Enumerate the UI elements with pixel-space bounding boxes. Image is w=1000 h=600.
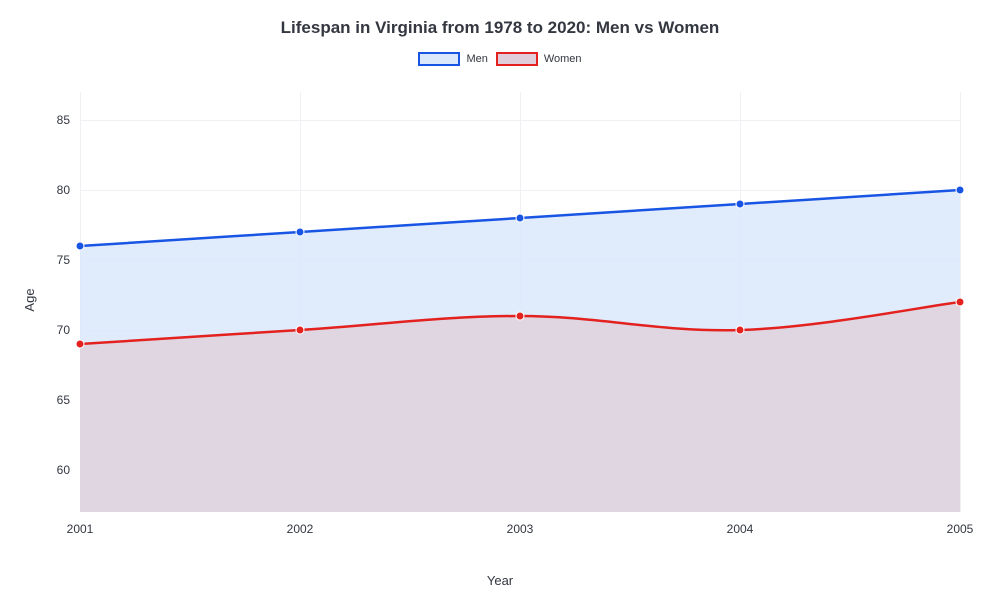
x-tick: 2005 bbox=[947, 512, 974, 536]
data-point[interactable] bbox=[76, 242, 84, 250]
x-tick: 2003 bbox=[507, 512, 534, 536]
x-tick: 2001 bbox=[67, 512, 94, 536]
data-point[interactable] bbox=[736, 200, 744, 208]
y-tick: 80 bbox=[57, 183, 80, 197]
y-tick: 60 bbox=[57, 463, 80, 477]
x-tick: 2002 bbox=[287, 512, 314, 536]
legend-swatch-men bbox=[418, 52, 460, 66]
legend-swatch-women bbox=[496, 52, 538, 66]
data-point[interactable] bbox=[516, 214, 524, 222]
y-tick: 65 bbox=[57, 393, 80, 407]
data-point[interactable] bbox=[76, 340, 84, 348]
y-axis-label: Age bbox=[22, 288, 37, 311]
legend: Men Women bbox=[0, 52, 1000, 66]
x-tick: 2004 bbox=[727, 512, 754, 536]
legend-item-men[interactable]: Men bbox=[418, 52, 487, 66]
legend-label-men: Men bbox=[466, 53, 487, 65]
chart-svg bbox=[80, 92, 960, 512]
chart-title: Lifespan in Virginia from 1978 to 2020: … bbox=[0, 0, 1000, 38]
y-tick: 85 bbox=[57, 113, 80, 127]
x-axis-label: Year bbox=[487, 573, 513, 588]
data-point[interactable] bbox=[296, 326, 304, 334]
data-point[interactable] bbox=[296, 228, 304, 236]
chart-container: Lifespan in Virginia from 1978 to 2020: … bbox=[0, 0, 1000, 600]
legend-label-women: Women bbox=[544, 53, 582, 65]
y-tick: 70 bbox=[57, 323, 80, 337]
data-point[interactable] bbox=[956, 298, 964, 306]
legend-item-women[interactable]: Women bbox=[496, 52, 582, 66]
data-point[interactable] bbox=[736, 326, 744, 334]
y-tick: 75 bbox=[57, 253, 80, 267]
plot-area: 20012002200320042005606570758085 bbox=[80, 92, 960, 512]
data-point[interactable] bbox=[516, 312, 524, 320]
data-point[interactable] bbox=[956, 186, 964, 194]
